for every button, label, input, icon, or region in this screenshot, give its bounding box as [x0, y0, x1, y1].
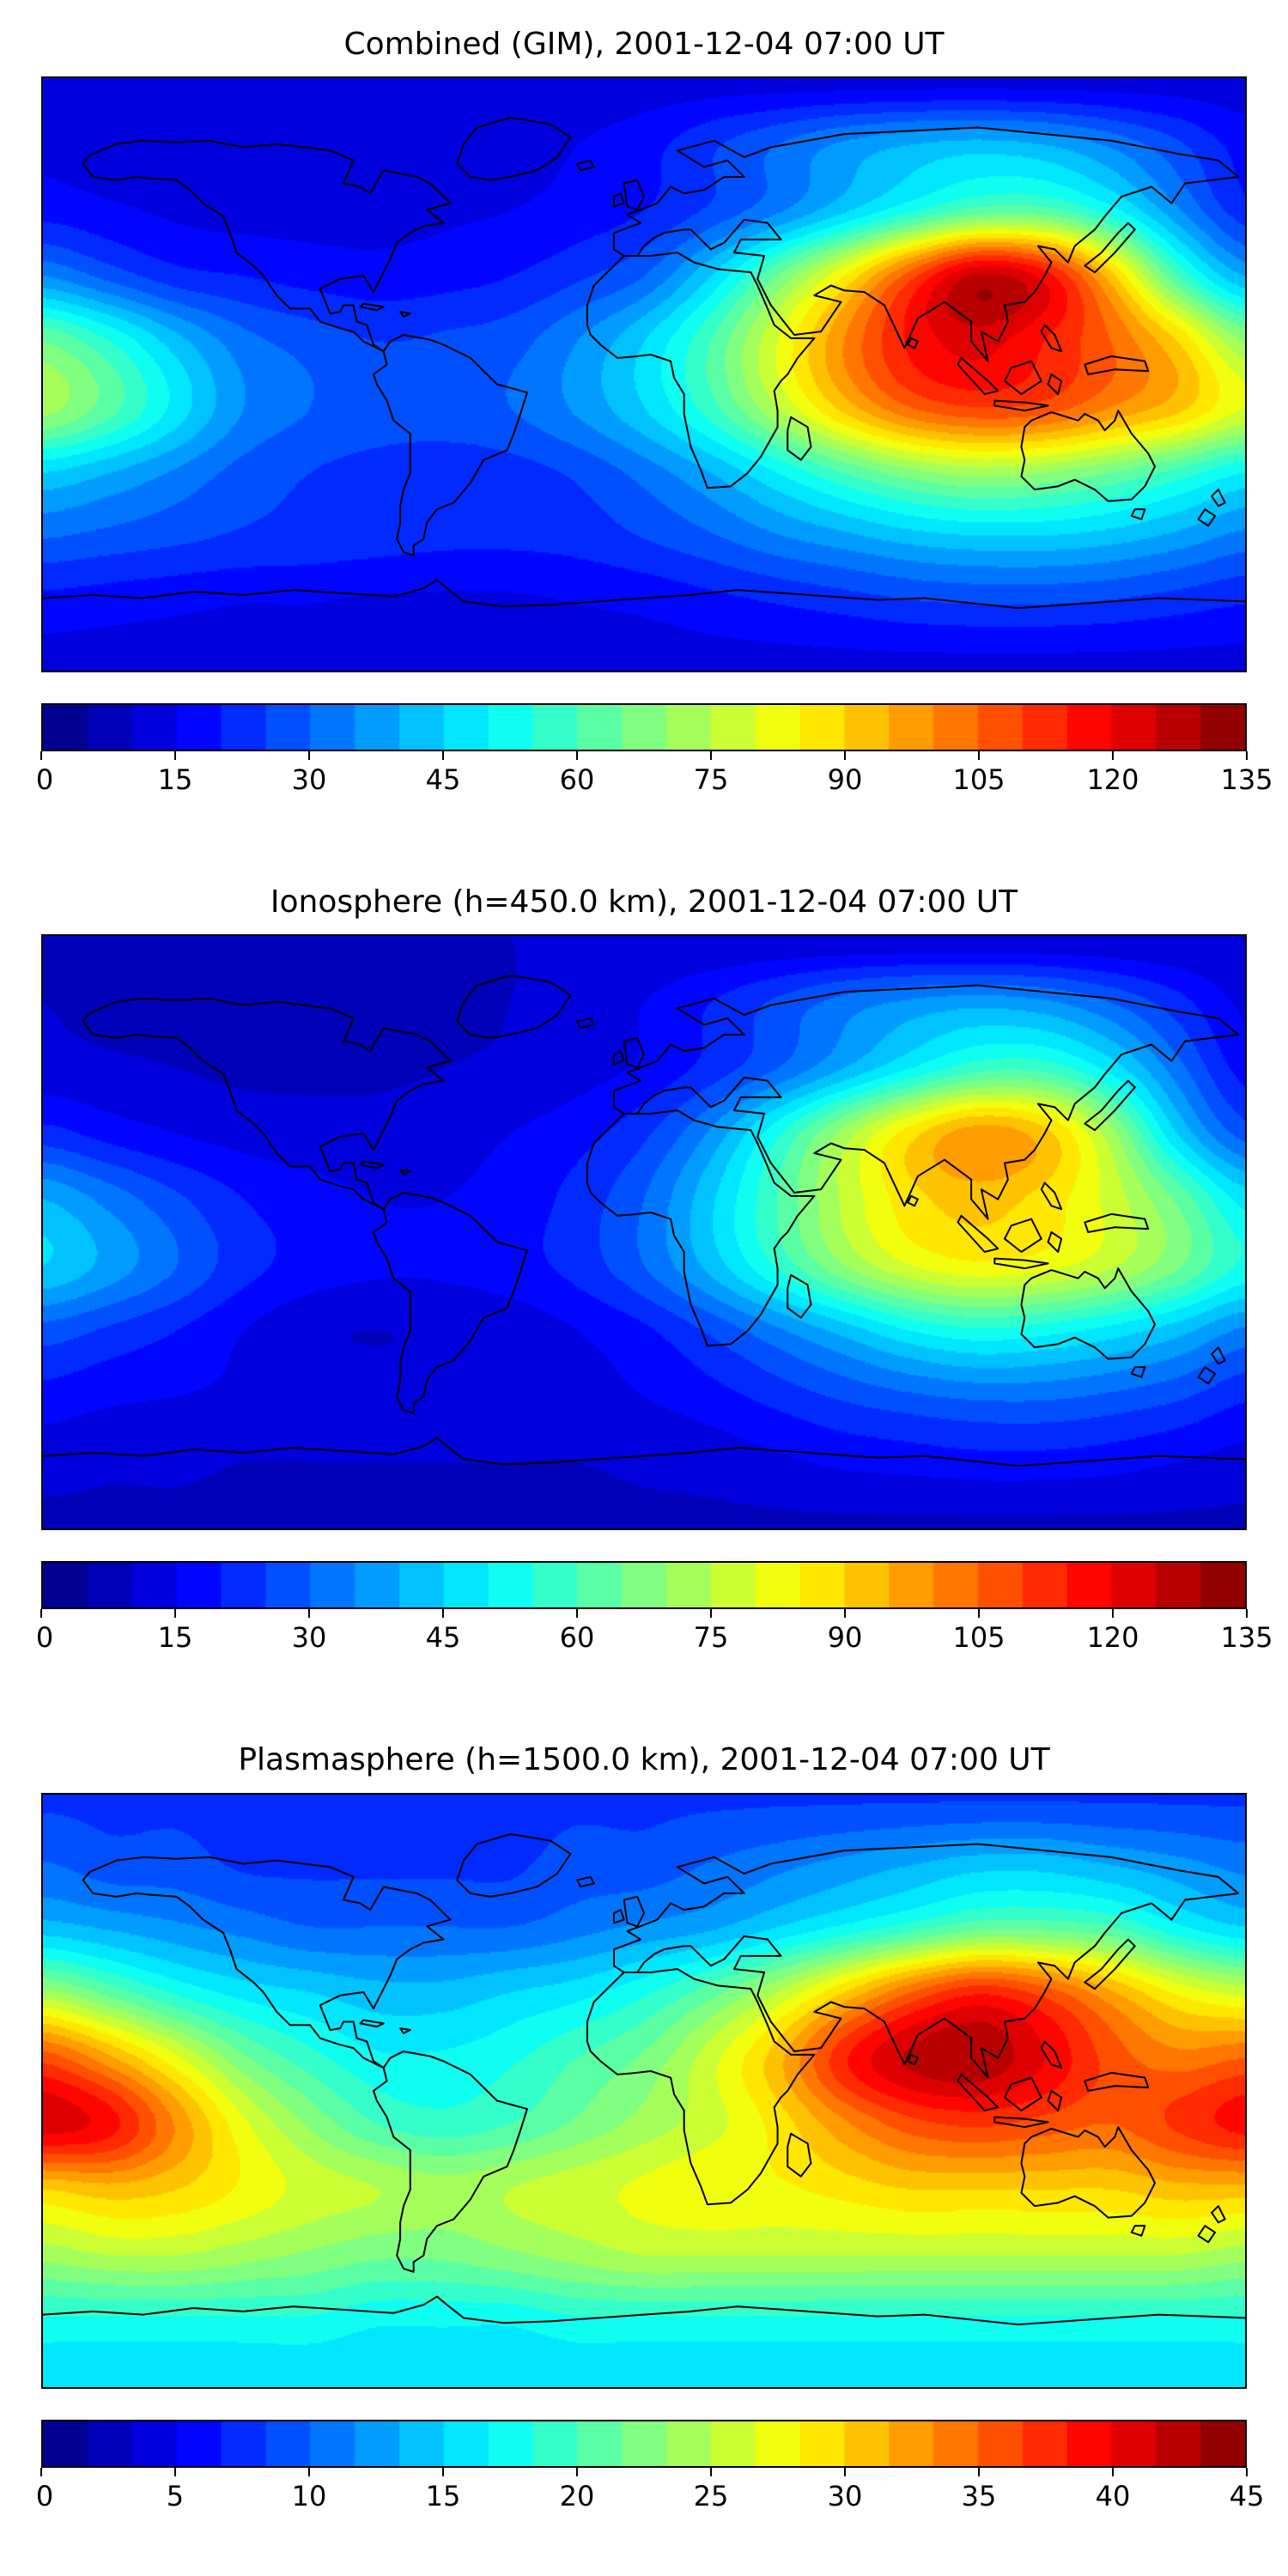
world-coastlines: [43, 118, 1245, 608]
colorbar-tick-mark: [173, 2467, 176, 2476]
colorbar-tick-mark: [710, 2467, 712, 2476]
map-plasmasphere: [41, 1792, 1247, 2389]
colorbar-tick-mark: [1246, 1609, 1248, 1619]
colorbar-canvas-ionosphere: [41, 1561, 1247, 1610]
colorbar-tick-label: 105: [952, 763, 1005, 797]
colorbar-tick-label: 35: [961, 2479, 997, 2512]
colorbar-tick-label: 75: [693, 763, 729, 797]
tec-heatmap-canvas-ionosphere: [43, 936, 1245, 1529]
colorbar-tick-label: 135: [1220, 1621, 1273, 1655]
colorbar-tick-label: 105: [952, 1621, 1005, 1655]
colorbar-tick-label: 30: [291, 763, 327, 797]
colorbar-tick-mark: [575, 1609, 578, 1619]
colorbar-tick-label: 0: [35, 763, 54, 797]
colorbar-canvas-combined: [41, 703, 1247, 752]
colorbar-tick-mark: [844, 1609, 846, 1619]
colorbar-tick-mark: [173, 1609, 176, 1619]
colorbar-tick-label: 25: [693, 2479, 729, 2512]
coastlines-overlay: [43, 78, 1245, 671]
colorbar-ticks-combined: [40, 751, 1248, 762]
colorbar-tick-mark: [1111, 1609, 1114, 1619]
colorbar-tick-mark: [575, 2467, 578, 2476]
colorbar-tick-mark: [1246, 751, 1248, 761]
panel-title-combined: Combined (GIM), 2001-12-04 07:00 UT: [343, 27, 945, 62]
tec-heatmap-canvas-plasmasphere: [43, 1794, 1245, 2387]
panel-title-plasmasphere: Plasmasphere (h=1500.0 km), 2001-12-04 0…: [238, 1742, 1050, 1778]
colorbar-tick-mark: [1111, 2467, 1114, 2476]
colorbar-tick-label: 10: [291, 2479, 327, 2512]
colorbar-ticks-ionosphere: [40, 1609, 1248, 1619]
map-ionosphere: [41, 934, 1247, 1531]
colorbar-tick-mark: [442, 1609, 444, 1619]
world-coastlines: [43, 975, 1245, 1466]
colorbar-tick-mark: [307, 751, 310, 761]
panel-ionosphere: Ionosphere (h=450.0 km), 2001-12-04 07:0…: [0, 858, 1288, 1716]
panel-combined: Combined (GIM), 2001-12-04 07:00 UT 0 15 3…: [0, 0, 1288, 858]
colorbar-tick-mark: [442, 751, 444, 761]
colorbar-tick-label: 0: [35, 2479, 54, 2512]
colorbar-tick-mark: [307, 2467, 310, 2476]
colorbar-tick-label: 60: [559, 1621, 595, 1655]
colorbar-tick-label: 90: [827, 763, 863, 797]
colorbar-tick-mark: [710, 1609, 712, 1619]
colorbar-tick-labels-ionosphere: 0 15 30 45 60 75 90 105 120 135: [36, 1621, 1273, 1656]
colorbar-tick-mark: [40, 1609, 42, 1619]
panel-title-ionosphere: Ionosphere (h=450.0 km), 2001-12-04 07:0…: [270, 884, 1018, 920]
colorbar-tick-label: 45: [425, 763, 461, 797]
colorbar-tick-label: 30: [291, 1621, 327, 1655]
colorbar-tick-label: 45: [1229, 2479, 1265, 2512]
colorbar-tick-mark: [173, 751, 176, 761]
colorbar-ticks-plasmasphere: [40, 2467, 1248, 2478]
panel-plasmasphere: Plasmasphere (h=1500.0 km), 2001-12-04 0…: [0, 1716, 1288, 2573]
world-coastlines: [43, 1834, 1245, 2324]
colorbar-plasmasphere: 0 5 10 15 20 25 30 35 40 45: [36, 2419, 1264, 2574]
colorbar-tick-label: 90: [827, 1621, 863, 1655]
colorbar-tick-mark: [575, 751, 578, 761]
colorbar-ionosphere: 0 15 30 45 60 75 90 105 120 135: [36, 1561, 1273, 1716]
colorbar-tick-mark: [307, 1609, 310, 1619]
coastlines-overlay: [43, 1795, 1245, 2387]
tec-heatmap-canvas-combined: [43, 78, 1245, 671]
colorbar-tick-label: 30: [827, 2479, 863, 2512]
colorbar-tick-label: 120: [1086, 1621, 1139, 1655]
colorbar-tick-mark: [978, 1609, 980, 1619]
colorbar-tick-label: 15: [157, 763, 193, 797]
colorbar-tick-label: 15: [157, 1621, 193, 1655]
colorbar-tick-mark: [710, 751, 712, 761]
map-combined: [41, 76, 1247, 673]
colorbar-tick-label: 20: [559, 2479, 595, 2512]
colorbar-tick-labels-combined: 0 15 30 45 60 75 90 105 120 135: [36, 763, 1273, 798]
colorbar-tick-label: 40: [1095, 2479, 1131, 2512]
colorbar-tick-mark: [978, 751, 980, 761]
colorbar-tick-mark: [978, 2467, 980, 2476]
colorbar-tick-label: 60: [559, 763, 595, 797]
coastlines-overlay: [43, 936, 1245, 1528]
colorbar-tick-mark: [40, 2467, 42, 2476]
colorbar-tick-label: 45: [425, 1621, 461, 1655]
colorbar-tick-label: 0: [35, 1621, 54, 1655]
colorbar-canvas-plasmasphere: [41, 2419, 1247, 2468]
colorbar-tick-mark: [1246, 2467, 1248, 2476]
colorbar-combined: 0 15 30 45 60 75 90 105 120 135: [36, 703, 1273, 858]
colorbar-tick-label: 5: [166, 2479, 185, 2512]
colorbar-tick-label: 75: [693, 1621, 729, 1655]
colorbar-tick-labels-plasmasphere: 0 5 10 15 20 25 30 35 40 45: [36, 2479, 1264, 2514]
colorbar-tick-label: 15: [425, 2479, 461, 2512]
colorbar-tick-mark: [844, 2467, 846, 2476]
colorbar-tick-mark: [442, 2467, 444, 2476]
colorbar-tick-mark: [1111, 751, 1114, 761]
colorbar-tick-label: 135: [1220, 763, 1273, 797]
colorbar-tick-mark: [844, 751, 846, 761]
colorbar-tick-label: 120: [1086, 763, 1139, 797]
colorbar-tick-mark: [40, 751, 42, 761]
